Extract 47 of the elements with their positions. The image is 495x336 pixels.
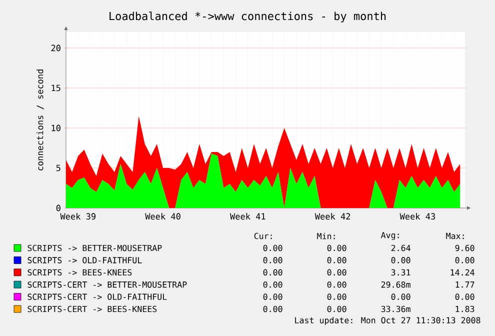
- y-axis-title: connections / second: [36, 70, 44, 170]
- text: 0.00: [455, 294, 474, 300]
- text: 3.31: [391, 269, 410, 276]
- text: 0.00: [263, 257, 282, 264]
- y-tick-label: 15: [52, 84, 60, 92]
- x-tick-label: Week 39: [60, 213, 96, 220]
- text: 0.00: [263, 269, 282, 276]
- text: 2.64: [391, 244, 410, 252]
- y-tick-label: 0: [56, 204, 60, 212]
- text: 14.24: [450, 269, 474, 276]
- text: 33.36m: [381, 306, 410, 312]
- x-tick-label: Week 43: [400, 213, 435, 220]
- x-tick-label: Week 40: [145, 213, 180, 220]
- legend-label: SCRIPTS -> BETTER-MOUSETRAP: [28, 244, 162, 252]
- text: Cur:: [254, 232, 272, 240]
- text: 0.00: [263, 294, 282, 300]
- text: 0.00: [327, 244, 346, 252]
- text: 0.00: [263, 306, 282, 312]
- text: 0.00: [391, 257, 410, 264]
- text: 0.00: [327, 294, 346, 300]
- legend-label: SCRIPTS -> BEES-KNEES: [28, 269, 132, 276]
- text: Last update: Mon Oct 27 11:30:13 2008: [295, 316, 480, 326]
- legend-label: SCRIPTS-CERT -> OLD-FAITHFUL: [28, 294, 167, 300]
- text: 0.00: [327, 269, 346, 276]
- text: Min:: [317, 232, 335, 240]
- text: 0.00: [391, 294, 410, 300]
- legend-label: SCRIPTS-CERT -> BETTER-MOUSETRAP: [28, 281, 187, 288]
- text: 29.68m: [381, 281, 410, 288]
- chart-title: Loadbalanced *->www connections - by month: [110, 12, 386, 22]
- text: 0.00: [455, 257, 474, 264]
- x-tick-label: Week 41: [230, 213, 266, 220]
- legend-label: SCRIPTS -> OLD-FAITHFUL: [28, 257, 142, 264]
- y-tick-label: 10: [52, 124, 60, 132]
- y-tick-label: 5: [56, 164, 60, 172]
- text: 0.00: [327, 281, 346, 288]
- text: 0.00: [327, 306, 346, 312]
- y-tick-label: 20: [51, 44, 60, 52]
- text: Avg:: [380, 232, 399, 240]
- text: 1.83: [456, 306, 474, 312]
- legend-label: SCRIPTS-CERT -> BEES-KNEES: [28, 306, 157, 312]
- text: Max:: [446, 232, 464, 240]
- text: 1.77: [456, 282, 474, 288]
- text: 9.60: [455, 244, 474, 252]
- text: 0.00: [263, 244, 282, 252]
- x-tick-label: Week 42: [314, 213, 350, 220]
- text: 0.00: [263, 281, 282, 288]
- text: 0.00: [327, 257, 346, 264]
